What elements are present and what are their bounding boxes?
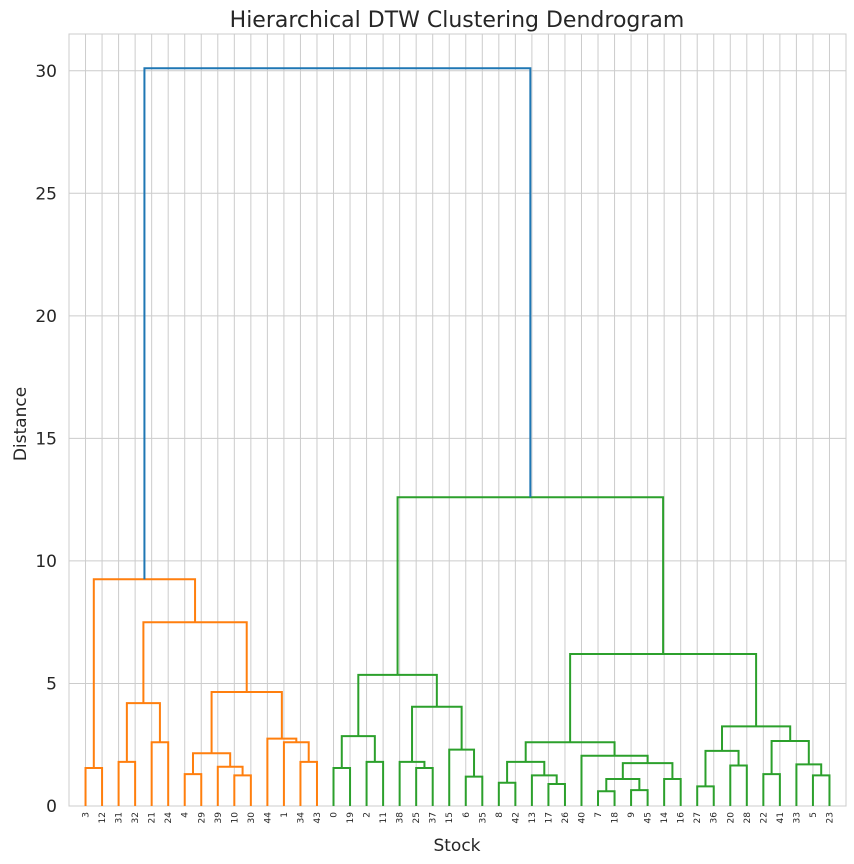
dendrogram-link bbox=[398, 760, 426, 806]
y-tick-label: 20 bbox=[35, 307, 57, 327]
x-tick-label: 27 bbox=[693, 812, 703, 823]
y-tick-label: 0 bbox=[46, 797, 57, 817]
dendrogram-link bbox=[696, 785, 715, 806]
x-tick-label: 3 bbox=[82, 812, 92, 818]
dendrogram-link bbox=[117, 760, 137, 806]
x-tick-label: 20 bbox=[726, 812, 736, 824]
x-tick-label: 37 bbox=[429, 812, 439, 823]
x-tick-label: 8 bbox=[495, 812, 505, 818]
x-tick-label: 35 bbox=[478, 812, 488, 823]
dendrogram-link bbox=[547, 782, 566, 806]
x-tick-label: 31 bbox=[115, 812, 125, 823]
x-tick-label: 26 bbox=[561, 812, 571, 824]
dendrogram-link bbox=[183, 773, 203, 806]
x-tick-label: 15 bbox=[445, 812, 455, 823]
dendrogram-link bbox=[630, 789, 649, 806]
x-tick-label: 34 bbox=[296, 812, 306, 824]
x-tick-label: 42 bbox=[511, 812, 521, 823]
dendrogram-link bbox=[191, 752, 232, 775]
dendrogram-link bbox=[415, 767, 434, 806]
x-tick-label: 12 bbox=[98, 812, 108, 823]
x-tick-label: 30 bbox=[247, 812, 257, 824]
y-tick-label: 10 bbox=[35, 552, 57, 572]
x-tick-label: 13 bbox=[528, 812, 538, 823]
x-tick-label: 43 bbox=[313, 812, 323, 823]
dendrogram-link bbox=[580, 754, 649, 806]
x-tick-label: 32 bbox=[131, 812, 141, 823]
dendrogram-link bbox=[569, 653, 758, 743]
dendrogram-link bbox=[365, 760, 385, 806]
x-tick-label: 44 bbox=[263, 812, 273, 824]
x-tick-label: 0 bbox=[330, 812, 340, 818]
dendrogram-link bbox=[299, 760, 318, 806]
x-tick-label: 22 bbox=[759, 812, 769, 823]
x-tick-label: 14 bbox=[660, 812, 670, 824]
x-tick-label: 10 bbox=[230, 812, 240, 824]
x-tick-label: 40 bbox=[577, 812, 587, 824]
plot-background bbox=[69, 34, 846, 806]
x-tick-labels: 3 12 31 32 21 24 4 29 39 10 30 44 1 34 43 0 19 2 11 38 25 37 1… bbox=[82, 812, 836, 824]
x-tick-label: 21 bbox=[148, 812, 158, 823]
dendrogram-link bbox=[143, 67, 532, 580]
y-tick-labels: 0 5 10 15 20 25 30 bbox=[35, 62, 57, 817]
dendrogram-link bbox=[92, 578, 197, 769]
x-tick-label: 19 bbox=[346, 812, 356, 824]
dendrogram-link bbox=[332, 767, 352, 806]
x-tick-label: 39 bbox=[214, 812, 224, 824]
y-axis-label: Distance bbox=[11, 387, 31, 461]
x-tick-label: 16 bbox=[677, 812, 687, 824]
x-tick-label: 17 bbox=[544, 812, 554, 823]
x-tick-label: 38 bbox=[396, 812, 406, 824]
dendrogram-link bbox=[125, 702, 161, 762]
x-tick-label: 33 bbox=[792, 812, 802, 823]
dendrogram-link bbox=[729, 764, 748, 806]
grid bbox=[68, 33, 847, 807]
x-axis-label: Stock bbox=[433, 836, 480, 856]
chart-title: Hierarchical DTW Clustering Dendrogram bbox=[230, 8, 685, 33]
x-tick-label: 9 bbox=[627, 812, 637, 818]
x-tick-label: 5 bbox=[809, 812, 819, 818]
dendrogram-link bbox=[762, 773, 781, 806]
x-tick-label: 11 bbox=[379, 812, 389, 823]
dendrogram-link bbox=[448, 748, 476, 806]
x-tick-label: 6 bbox=[462, 812, 472, 818]
x-tick-label: 45 bbox=[644, 812, 654, 823]
dendrogram-link bbox=[411, 705, 463, 762]
x-tick-label: 4 bbox=[181, 812, 191, 818]
x-tick-label: 23 bbox=[825, 812, 835, 823]
x-tick-label: 29 bbox=[197, 812, 207, 824]
x-tick-label: 18 bbox=[611, 812, 621, 824]
x-tick-label: 25 bbox=[412, 812, 422, 823]
y-tick-label: 15 bbox=[35, 429, 57, 449]
dendrogram-link bbox=[357, 673, 438, 737]
x-tick-label: 41 bbox=[776, 812, 786, 823]
x-tick-label: 2 bbox=[363, 812, 373, 818]
y-tick-label: 25 bbox=[35, 184, 57, 204]
dendrogram-link bbox=[770, 740, 810, 775]
x-tick-label: 1 bbox=[280, 812, 290, 818]
x-tick-label: 36 bbox=[710, 812, 720, 824]
x-tick-label: 28 bbox=[743, 812, 753, 824]
x-tick-label: 24 bbox=[164, 812, 174, 824]
y-tick-label: 5 bbox=[46, 674, 57, 694]
y-tick-label: 30 bbox=[35, 62, 57, 82]
x-tick-label: 7 bbox=[594, 812, 604, 818]
dendrogram-link bbox=[84, 767, 104, 806]
dendrogram-link bbox=[506, 760, 546, 783]
dendrogram-links bbox=[84, 67, 831, 806]
